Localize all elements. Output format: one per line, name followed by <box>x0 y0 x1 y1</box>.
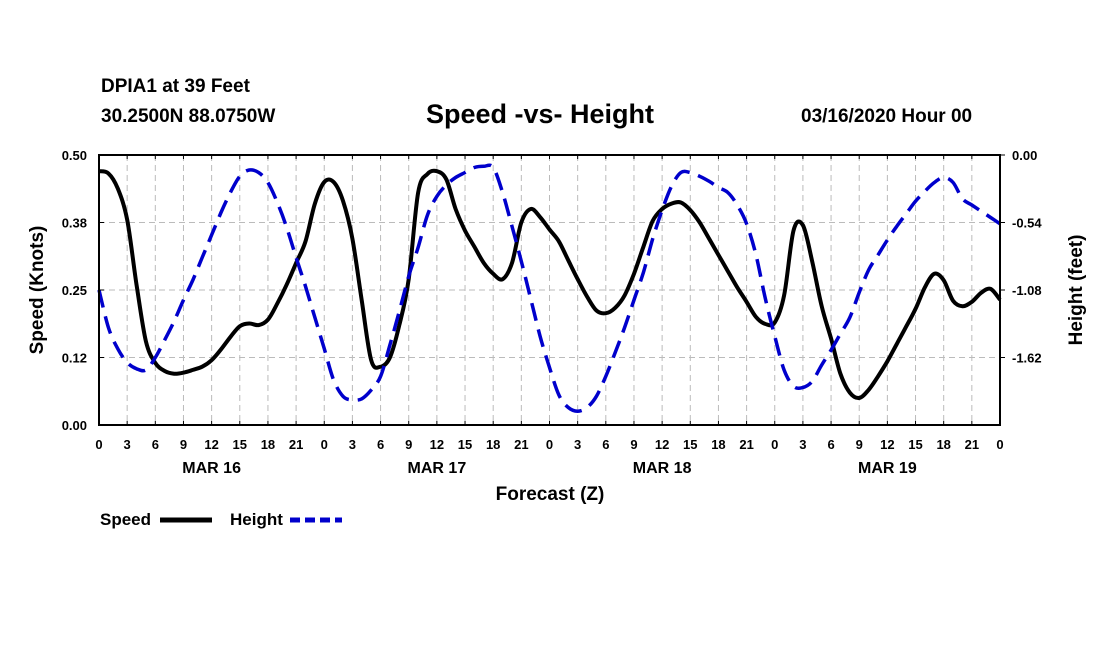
y-tick-label: 0.00 <box>62 418 87 433</box>
x-tick-label: 21 <box>514 437 528 452</box>
x-tick-label: 9 <box>405 437 412 452</box>
speed-series-line <box>98 168 1002 401</box>
x-tick-label: 18 <box>486 437 500 452</box>
x-tick-label: 12 <box>204 437 218 452</box>
station-coordinates: 30.2500N 88.0750W <box>101 106 276 127</box>
x-tick-label: 21 <box>739 437 753 452</box>
x-tick-label: 0 <box>996 437 1003 452</box>
y2-tick-label: 0.00 <box>1012 148 1037 163</box>
tick-layer <box>98 154 1005 426</box>
y-tick-label: 0.50 <box>62 148 87 163</box>
x-tick-label: 0 <box>95 437 102 452</box>
x-tick-label: 21 <box>965 437 979 452</box>
x-tick-label: 0 <box>546 437 553 452</box>
x-tick-label: 15 <box>908 437 922 452</box>
x-tick-label: 0 <box>771 437 778 452</box>
label-layer: 0 3 6 9 12 15 18 21 0 3 6 9 12 15 18 21 0 3 6 9 12 15 18 21 0 3 6 9… <box>62 148 1043 477</box>
x-tick-label: 6 <box>827 437 834 452</box>
x-tick-label: 3 <box>349 437 356 452</box>
y-tick-label: 0.38 <box>62 216 87 231</box>
chart-title: Speed -vs- Height <box>426 99 655 129</box>
x-tick-label: 0 <box>321 437 328 452</box>
x-tick-label: 6 <box>152 437 159 452</box>
y2-axis-title: Height (feet) <box>1066 235 1087 346</box>
x-tick-label: 9 <box>630 437 637 452</box>
date-label: MAR 17 <box>408 460 467 477</box>
legend-height-label: Height <box>230 510 283 529</box>
station-label: DPIA1 at 39 Feet <box>101 76 250 97</box>
x-tick-label: 3 <box>799 437 806 452</box>
series-layer <box>97 163 1002 413</box>
x-tick-label: 18 <box>936 437 950 452</box>
date-label: MAR 19 <box>858 460 917 477</box>
x-tick-label: 9 <box>180 437 187 452</box>
x-tick-label: 15 <box>458 437 472 452</box>
x-axis-title: Forecast (Z) <box>496 484 605 505</box>
x-tick-label: 15 <box>683 437 697 452</box>
date-label: MAR 16 <box>182 460 241 477</box>
x-tick-label: 3 <box>574 437 581 452</box>
legend: Speed Height <box>100 510 342 529</box>
x-tick-label: 6 <box>602 437 609 452</box>
x-tick-label: 12 <box>655 437 669 452</box>
x-tick-label: 18 <box>261 437 275 452</box>
grid-lines <box>99 155 1000 425</box>
forecast-datetime: 03/16/2020 Hour 00 <box>801 106 973 127</box>
x-tick-label: 12 <box>880 437 894 452</box>
y-tick-label: 0.12 <box>62 351 87 366</box>
date-label: MAR 18 <box>633 460 692 477</box>
x-tick-label: 15 <box>233 437 247 452</box>
x-tick-label: 3 <box>124 437 131 452</box>
x-tick-label: 9 <box>856 437 863 452</box>
x-tick-label: 21 <box>289 437 303 452</box>
x-tick-label: 6 <box>377 437 384 452</box>
x-tick-label: 18 <box>711 437 725 452</box>
x-tick-label: 12 <box>430 437 444 452</box>
y2-tick-label: -1.62 <box>1012 351 1042 366</box>
legend-speed-label: Speed <box>100 510 151 529</box>
y2-tick-label: -1.08 <box>1012 283 1042 298</box>
y-tick-label: 0.25 <box>62 283 87 298</box>
y2-tick-label: -0.54 <box>1012 216 1042 231</box>
y-axis-title: Speed (Knots) <box>27 226 48 355</box>
height-series-line <box>97 163 1001 413</box>
